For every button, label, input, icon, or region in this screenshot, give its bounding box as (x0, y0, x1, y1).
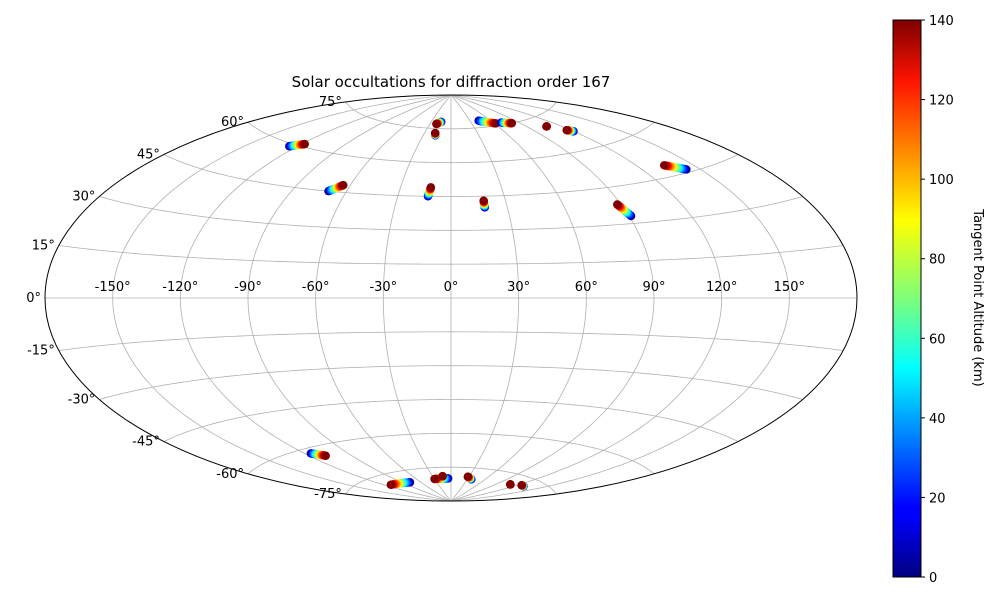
chart-title: Solar occultations for diffraction order… (292, 73, 611, 91)
lat-tick-label: 75° (319, 95, 342, 110)
map-boundary (44, 94, 858, 502)
occultation-point (426, 183, 436, 192)
lon-tick-label: -30° (369, 280, 397, 295)
colorbar-label: Tangent Point Altitude (km) (970, 208, 985, 386)
colorbar-tick-label: 60 (929, 332, 946, 347)
lon-tick-label: 120° (706, 280, 737, 295)
occultation-point (431, 128, 440, 138)
occultation-point (430, 474, 439, 484)
colorbar-tick-label: 100 (929, 173, 954, 188)
lon-tick-label: -150° (95, 280, 131, 295)
lat-tick-label: 0° (26, 291, 41, 306)
parallel-line (345, 101, 557, 130)
parallel-line (345, 466, 557, 495)
occultation-point (507, 119, 517, 128)
occultation-point (300, 139, 309, 149)
lon-tick-label: -60° (302, 280, 330, 295)
colorbar-tick-label: 0 (929, 571, 937, 586)
parallel-line (58, 245, 844, 265)
parallel-line (99, 365, 803, 400)
lon-tick-label: 60° (575, 280, 598, 295)
parallel-line (163, 154, 739, 197)
lon-tick-label: 90° (642, 280, 665, 295)
lon-tick-label: -90° (234, 280, 262, 295)
occultation-point (479, 196, 488, 205)
lon-tick-label: -120° (162, 280, 198, 295)
lat-tick-label: -45° (132, 435, 160, 450)
occultation-point (432, 119, 441, 129)
parallel-line (99, 196, 803, 231)
lat-tick-label: 15° (32, 238, 55, 253)
colorbar-tick-label: 120 (929, 94, 954, 109)
colorbar-tick-label: 40 (929, 412, 946, 427)
parallel-line (58, 331, 844, 351)
lat-tick-label: 30° (72, 190, 95, 205)
gridlines (45, 95, 857, 501)
latitude-tick-labels: -75° -60° -45° -30° -15° 0° 15° 30° 45° 60° 75° (26, 95, 342, 502)
lat-tick-label: -30° (68, 393, 96, 408)
colorbar-tick-label: 80 (929, 253, 946, 268)
occultation-point (463, 472, 473, 481)
occultation-point (517, 481, 526, 490)
occultation-point (321, 451, 330, 460)
data-points (285, 116, 691, 491)
colorbar-tick-label: 20 (929, 491, 946, 506)
lat-tick-label: -15° (27, 344, 55, 359)
lat-tick-label: 60° (221, 115, 244, 130)
lat-tick-label: -60° (216, 467, 244, 482)
colorbar-ticks: 0 20 40 60 80 100 120 140 (921, 14, 954, 586)
occultation-point (542, 122, 551, 131)
lon-tick-label: 150° (774, 280, 805, 295)
longitude-tick-labels: -150° -120° -90° -60° -30° 0° 30° 60° 90° 120° 150… (95, 280, 805, 295)
occultation-point (613, 200, 622, 209)
parallel-line (163, 399, 739, 442)
occultation-point (438, 472, 447, 481)
occultation-point (562, 125, 571, 135)
lat-tick-label: -75° (314, 487, 342, 502)
colorbar-tick-label: 140 (929, 14, 954, 29)
occultation-point (339, 180, 348, 190)
parallel-line (247, 432, 655, 475)
occultation-point (659, 161, 669, 170)
lon-tick-label: 0° (444, 280, 459, 295)
lat-tick-label: 45° (137, 147, 160, 162)
colorbar (892, 19, 922, 578)
occultation-point (506, 480, 515, 489)
occultation-point (386, 480, 395, 489)
lon-tick-label: 30° (507, 280, 530, 295)
